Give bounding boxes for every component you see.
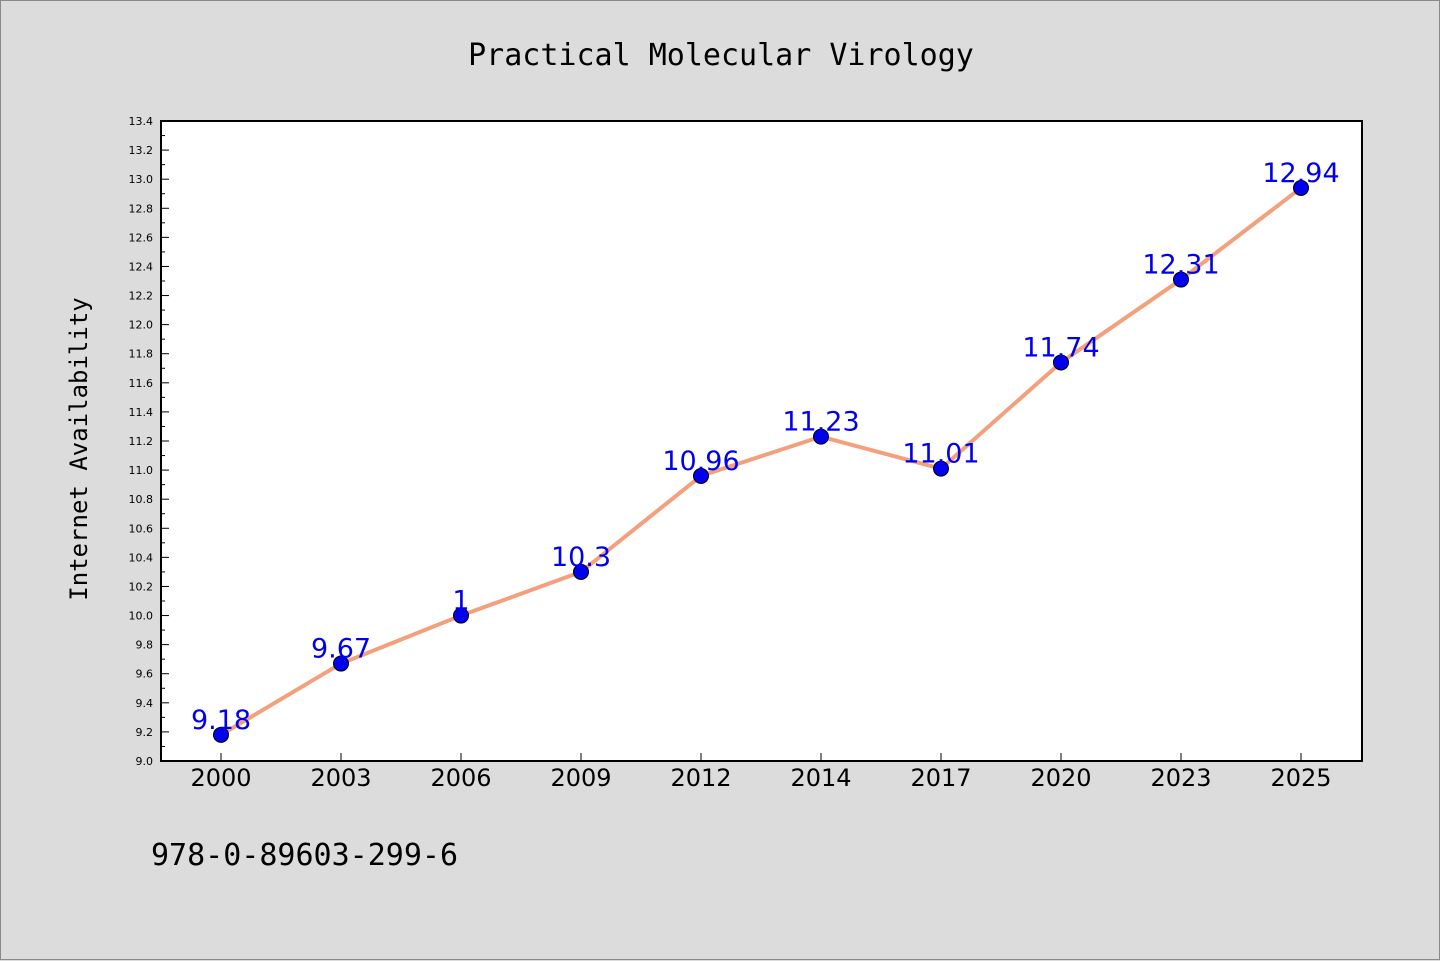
data-markers (213, 179, 1309, 743)
y-tick-label: 13.0 (129, 173, 154, 186)
y-tick-label: 10.0 (129, 610, 154, 623)
data-point-marker (573, 563, 589, 580)
y-tick-label: 12.8 (129, 202, 154, 215)
data-point-marker (933, 460, 949, 477)
y-tick-label: 13.4 (129, 115, 154, 128)
x-tick-label: 2012 (670, 764, 731, 792)
data-value-label: 9.18 (191, 705, 251, 736)
y-tick-label: 9.6 (136, 668, 154, 681)
y-tick-label: 10.4 (129, 551, 154, 564)
x-axis: 2000 2003 2006 2009 2012 2014 2017 2020 2023 2025 (190, 753, 1332, 792)
y-tick-label: 9.4 (136, 697, 154, 710)
x-tick-label: 2020 (1030, 764, 1091, 792)
x-tick-label: 2006 (430, 764, 491, 792)
y-tick-label: 13.2 (129, 144, 154, 157)
y-tick-label: 12.4 (129, 260, 154, 273)
data-point-marker (1293, 179, 1309, 196)
data-labels: 9.18 9.67 1 10.3 10.96 11.23 11.01 11.74 12.31 12… (191, 158, 1340, 736)
x-tick-label: 2009 (550, 764, 611, 792)
y-tick-label: 11.6 (129, 377, 154, 390)
y-tick-label: 10.2 (129, 580, 154, 593)
x-tick-label: 2014 (790, 764, 851, 792)
data-value-label: 10.96 (662, 446, 739, 477)
isbn-footnote: 978-0-89603-299-6 (151, 838, 458, 873)
series-line (219, 185, 1303, 737)
y-tick-label: 10.6 (129, 522, 154, 535)
data-value-label: 11.23 (782, 407, 859, 438)
data-value-label: 1 (452, 586, 469, 617)
data-point-marker (213, 726, 229, 743)
y-tick-label: 9.8 (136, 639, 154, 652)
y-tick-label: 12.0 (129, 319, 154, 332)
data-value-label: 11.74 (1022, 332, 1099, 363)
data-point-marker (693, 467, 709, 484)
y-tick-label: 11.4 (129, 406, 154, 419)
y-tick-label: 10.8 (129, 493, 154, 506)
y-axis: 9.0 9.2 9.4 9.6 9.8 10.0 10.2 10.4 10.6 10.8 11.0 1… (129, 115, 169, 768)
x-tick-label: 2000 (190, 764, 251, 792)
data-point-marker (1173, 271, 1189, 288)
x-tick-label: 2025 (1270, 764, 1331, 792)
y-tick-label: 12.2 (129, 290, 154, 303)
data-point-marker (1053, 354, 1069, 371)
data-value-label: 12.94 (1262, 158, 1339, 189)
data-value-label: 11.01 (902, 439, 979, 470)
y-tick-label: 11.2 (129, 435, 154, 448)
data-value-label: 12.31 (1142, 250, 1219, 281)
x-tick-label: 2023 (1150, 764, 1211, 792)
y-tick-label: 11.8 (129, 348, 154, 361)
y-tick-label: 12.6 (129, 231, 154, 244)
y-axis-label: Internet Availability (65, 297, 93, 600)
chart-title: Practical Molecular Virology (468, 38, 974, 73)
data-value-label: 10.3 (551, 542, 611, 573)
x-tick-label: 2017 (910, 764, 971, 792)
data-value-label: 9.67 (311, 634, 371, 665)
data-point-marker (333, 655, 349, 672)
y-tick-label: 9.0 (136, 755, 154, 768)
x-tick-label: 2003 (310, 764, 371, 792)
y-tick-label: 11.0 (129, 464, 154, 477)
y-tick-label: 9.2 (136, 726, 154, 739)
data-point-marker (453, 607, 469, 624)
data-point-marker (813, 428, 829, 445)
